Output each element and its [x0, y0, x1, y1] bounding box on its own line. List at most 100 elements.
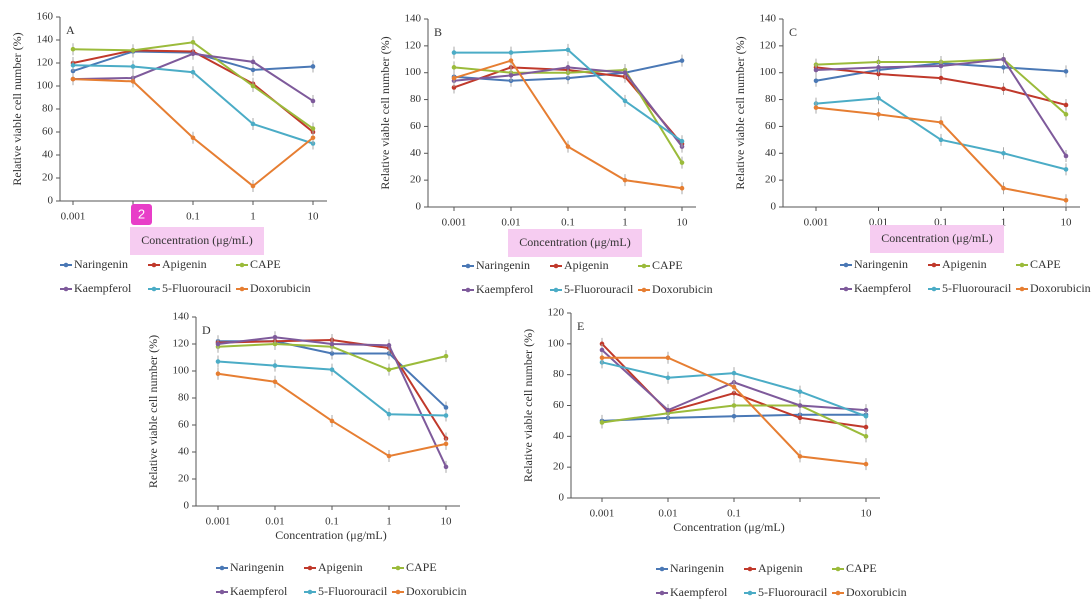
- x-axis-label: Concentration (μg/mL): [519, 235, 630, 249]
- legend-label: Doxorubicin: [652, 282, 713, 296]
- data-point: [876, 112, 881, 117]
- y-tick-label: 40: [553, 430, 565, 442]
- badge-label: 2: [138, 206, 145, 221]
- y-axis-label: Relative viable cell number (%): [733, 36, 747, 189]
- data-point: [190, 40, 196, 45]
- legend-dot: [747, 566, 753, 572]
- badge: [131, 204, 152, 225]
- x-tick-label: 0.01: [658, 508, 677, 520]
- legend-dot: [307, 565, 313, 571]
- legend-label: Kaempferol: [854, 281, 912, 295]
- legend-label: 5-Fluorouracil: [758, 585, 828, 599]
- data-point: [215, 359, 221, 364]
- legend-label: Naringenin: [230, 560, 284, 574]
- legend-label: Naringenin: [854, 257, 908, 271]
- y-tick-label: 40: [410, 147, 422, 159]
- data-point: [190, 51, 196, 57]
- x-axis-label: Concentration (μg/mL): [881, 231, 992, 245]
- legend-label: Naringenin: [476, 258, 530, 272]
- legend-dot: [835, 590, 841, 596]
- y-tick-label: 60: [410, 120, 422, 132]
- legend-label: Doxorubicin: [406, 584, 467, 598]
- legend-label: Doxorubicin: [1030, 281, 1091, 295]
- data-point: [938, 75, 944, 81]
- data-point: [310, 64, 316, 69]
- y-tick-label: 40: [765, 147, 777, 159]
- data-point: [813, 105, 819, 110]
- data-point: [813, 67, 819, 73]
- highlight: [130, 227, 264, 255]
- legend-label: Kaempferol: [74, 281, 132, 295]
- data-point: [622, 98, 628, 104]
- legend-label: Naringenin: [74, 257, 128, 271]
- data-point: [1001, 185, 1006, 191]
- legend-label: Kaempferol: [670, 585, 728, 599]
- data-point: [1063, 197, 1069, 203]
- legend-dot: [931, 262, 937, 268]
- legend-label: 5-Fluorouracil: [564, 282, 634, 296]
- data-point: [665, 407, 671, 413]
- legend-dot: [931, 286, 937, 292]
- data-point: [130, 48, 136, 53]
- y-tick-label: 0: [771, 201, 777, 213]
- data-point: [329, 367, 335, 372]
- data-point: [679, 160, 685, 165]
- data-point: [1001, 150, 1006, 156]
- data-point: [70, 46, 76, 52]
- legend-dot: [395, 565, 401, 571]
- y-tick-label: 100: [405, 66, 422, 78]
- y-axis-label: Relative viable cell number (%): [10, 32, 24, 185]
- data-point: [508, 73, 514, 78]
- data-point: [863, 407, 869, 413]
- panel-label: B: [434, 25, 442, 39]
- legend-label: 5-Fluorouracil: [318, 584, 388, 598]
- legend-dot: [151, 286, 157, 292]
- data-point: [386, 343, 392, 348]
- y-tick-label: 80: [553, 368, 565, 380]
- x-tick-label: 0.001: [206, 516, 231, 528]
- y-tick-label: 140: [37, 34, 54, 46]
- data-point: [876, 95, 881, 101]
- x-tick-label: 1: [622, 217, 628, 229]
- legend-label: CAPE: [652, 258, 683, 272]
- data-point: [1001, 65, 1006, 70]
- data-point: [863, 413, 869, 419]
- legend-dot: [1019, 286, 1025, 292]
- legend-label: Kaempferol: [476, 282, 534, 296]
- x-tick-label: 0.1: [325, 516, 339, 528]
- x-tick-label: 10: [441, 516, 453, 528]
- x-tick-label: 10: [1061, 217, 1073, 229]
- data-point: [250, 59, 256, 65]
- data-point: [443, 405, 449, 410]
- data-point: [565, 144, 571, 149]
- legend-label: CAPE: [846, 561, 877, 575]
- data-point: [329, 418, 335, 424]
- data-point: [679, 185, 685, 191]
- data-point: [876, 65, 881, 70]
- data-point: [443, 353, 449, 359]
- legend-label: Apigenin: [162, 257, 207, 271]
- series-line: [815, 97, 1067, 171]
- data-point: [797, 389, 803, 394]
- data-point: [938, 63, 944, 69]
- panel-label: E: [577, 319, 584, 333]
- x-tick-label: 0.001: [442, 217, 467, 229]
- y-tick-label: 0: [48, 195, 54, 207]
- data-point: [272, 379, 278, 385]
- data-point: [250, 83, 256, 89]
- y-tick-label: 120: [760, 39, 777, 51]
- data-point: [70, 63, 76, 68]
- data-point: [731, 403, 737, 408]
- y-tick-label: 160: [37, 11, 54, 23]
- data-point: [622, 177, 628, 183]
- data-point: [565, 47, 571, 53]
- x-axis-label: Concentration (μg/mL): [141, 233, 252, 247]
- legend-dot: [465, 263, 471, 269]
- legend-label: Doxorubicin: [250, 281, 311, 295]
- legend-dot: [843, 262, 849, 268]
- legend-dot: [835, 566, 841, 572]
- data-point: [190, 135, 196, 141]
- y-tick-label: 80: [410, 93, 422, 105]
- y-tick-label: 140: [405, 13, 422, 25]
